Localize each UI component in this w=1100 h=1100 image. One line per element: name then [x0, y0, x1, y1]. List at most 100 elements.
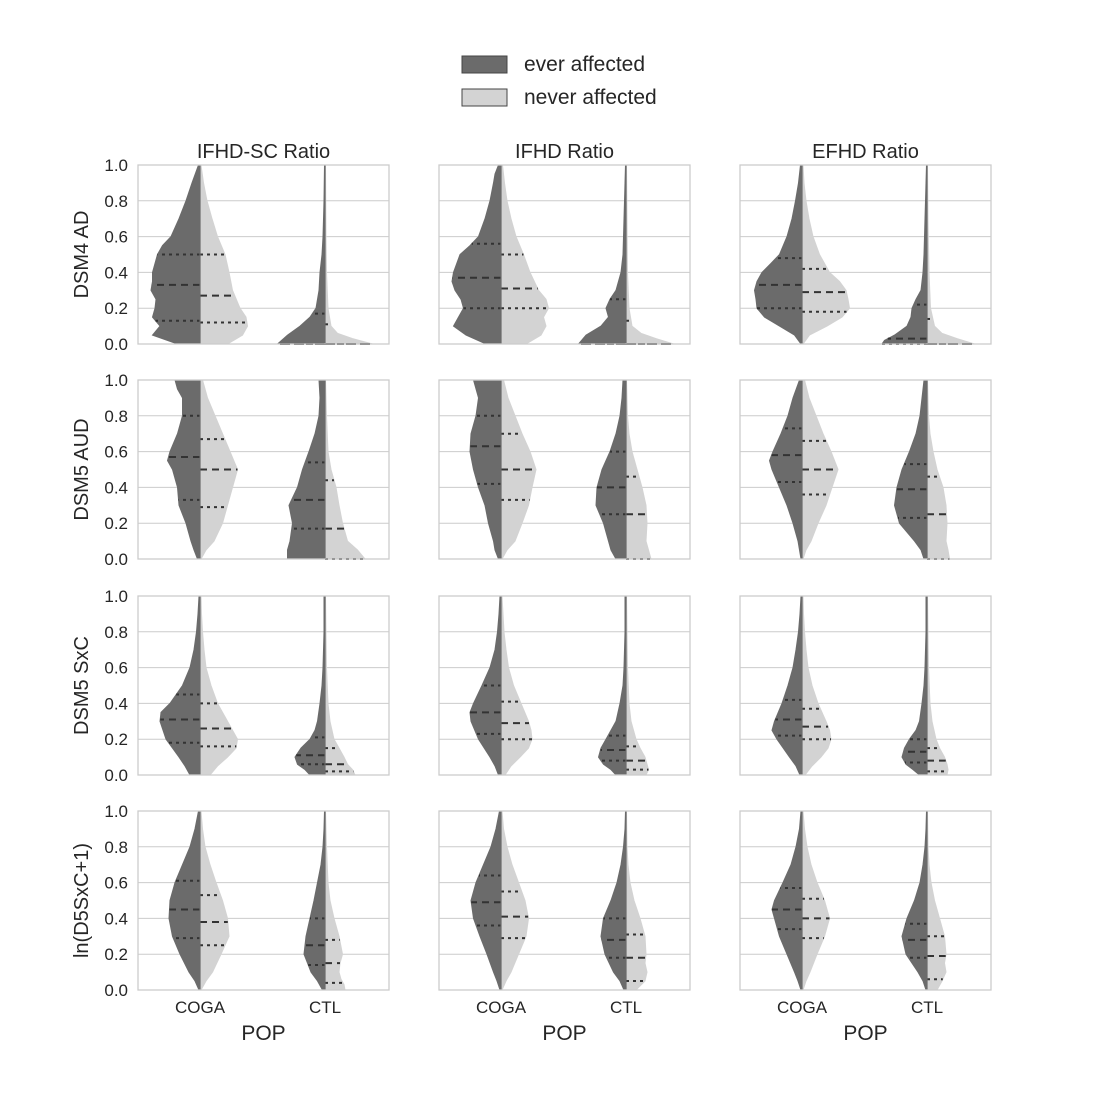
ytick-label: 0.8	[104, 838, 128, 857]
panel-frame	[438, 379, 691, 560]
violin-coga-ever	[771, 595, 803, 776]
row-label: DSM5 AUD	[71, 418, 93, 520]
legend-swatch-ever	[461, 55, 508, 74]
violin-coga-ever	[470, 810, 502, 991]
ytick-label: 0.4	[104, 263, 128, 282]
violin-coga-ever	[469, 379, 502, 560]
panel-frame	[137, 595, 390, 776]
ytick-label: 0.2	[104, 299, 128, 318]
panel-frame	[739, 810, 992, 991]
ytick-label: 1.0	[104, 371, 128, 390]
ytick-label: 0.6	[104, 228, 128, 247]
ytick-label: 0.0	[104, 766, 128, 785]
violin-coga-ever	[166, 379, 201, 560]
violin-coga-never	[801, 810, 831, 991]
violin-ctl-never	[926, 595, 949, 776]
row-label: DSM4 AD	[71, 211, 93, 299]
violin-coga-never	[801, 595, 832, 776]
violin-ctl-never	[625, 595, 650, 776]
ytick-label: 0.0	[104, 550, 128, 569]
violin-ctl-ever	[901, 810, 928, 991]
xtick-label: CTL	[610, 998, 642, 1017]
ytick-label: 0.2	[104, 514, 128, 533]
violin-coga-ever	[159, 595, 201, 776]
x-axis-label: POP	[542, 1022, 586, 1045]
violin-coga-ever	[753, 164, 803, 345]
ytick-label: 0.4	[104, 909, 128, 928]
column-title: IFHD Ratio	[515, 141, 614, 163]
violin-coga-never	[500, 810, 530, 991]
panel-frame	[137, 164, 390, 345]
ytick-label: 1.0	[104, 156, 128, 175]
panel-2-0: 0.0 0.2 0.4 0.6 0.8 1.0 DSM5 SxC	[71, 587, 390, 785]
panel-frame	[739, 379, 992, 560]
violin-ctl-never	[324, 164, 373, 345]
xtick-label: COGA	[175, 998, 226, 1017]
violin-ctl-never	[926, 379, 951, 560]
xtick-label: CTL	[309, 998, 341, 1017]
ytick-label: 0.0	[104, 335, 128, 354]
panel-3-2: COGA CTL POP	[739, 810, 992, 1045]
ytick-label: 0.8	[104, 407, 128, 426]
ytick-label: 0.4	[104, 694, 128, 713]
violin-ctl-ever	[287, 379, 326, 560]
violin-ctl-ever	[577, 164, 627, 345]
ytick-label: 0.4	[104, 478, 128, 497]
ytick-label: 1.0	[104, 802, 128, 821]
column-title: EFHD Ratio	[812, 141, 919, 163]
legend-swatch-never	[461, 88, 508, 107]
violin-coga-ever	[150, 164, 201, 345]
panel-0-2: EFHD Ratio	[739, 141, 992, 345]
ytick-label: 0.8	[104, 192, 128, 211]
x-axis-label: POP	[241, 1022, 285, 1045]
violin-coga-never	[199, 595, 239, 776]
violin-coga-ever	[771, 810, 803, 991]
violin-ctl-never	[324, 595, 356, 776]
legend: ever affected never affected	[461, 53, 657, 109]
ytick-label: 0.6	[104, 874, 128, 893]
violin-ctl-never	[324, 810, 346, 991]
column-title: IFHD-SC Ratio	[197, 141, 330, 163]
violin-ctl-ever	[595, 379, 627, 560]
ytick-label: 0.8	[104, 623, 128, 642]
violin-coga-ever	[168, 810, 201, 991]
panel-frame	[137, 379, 390, 560]
violin-coga-ever	[451, 164, 502, 345]
violin-coga-never	[199, 810, 230, 991]
panel-frame	[438, 595, 691, 776]
ytick-label: 0.6	[104, 659, 128, 678]
xtick-label: COGA	[476, 998, 527, 1017]
legend-label-ever: ever affected	[524, 53, 645, 76]
panel-1-2	[739, 379, 992, 560]
panel-0-1: IFHD Ratio	[438, 141, 691, 345]
panel-frame	[739, 595, 992, 776]
panel-frame	[739, 164, 992, 345]
violin-coga-never	[801, 164, 851, 345]
panel-0-0: 0.0 0.2 0.4 0.6 0.8 1.0 IFHD-SC Ratio DSM4 AD	[71, 141, 390, 354]
panel-1-1	[438, 379, 691, 560]
violin-ctl-never	[625, 379, 652, 560]
panels: 0.0 0.2 0.4 0.6 0.8 1.0 IFHD-SC Ratio DSM4 AD IF…	[71, 141, 992, 1045]
panel-frame	[137, 810, 390, 991]
violin-ctl-ever	[893, 379, 928, 560]
violin-ctl-ever	[294, 595, 326, 776]
violin-coga-never	[500, 164, 550, 345]
x-axis-label: POP	[843, 1022, 887, 1045]
legend-label-never: never affected	[524, 86, 657, 109]
ytick-label: 1.0	[104, 587, 128, 606]
violin-ctl-ever	[276, 164, 326, 345]
violin-ctl-ever	[303, 810, 326, 991]
violin-ctl-ever	[901, 595, 928, 776]
ytick-label: 0.0	[104, 981, 128, 1000]
ytick-label: 0.6	[104, 443, 128, 462]
panel-frame	[438, 164, 691, 345]
panel-2-2	[739, 595, 992, 776]
panel-3-1: COGA CTL POP	[438, 810, 691, 1045]
violin-coga-ever	[768, 379, 803, 560]
violin-ctl-ever	[597, 595, 627, 776]
row-label: ln(D5SxC+1)	[71, 843, 93, 958]
violin-ctl-never	[926, 810, 947, 991]
row-label: DSM5 SxC	[71, 636, 93, 735]
